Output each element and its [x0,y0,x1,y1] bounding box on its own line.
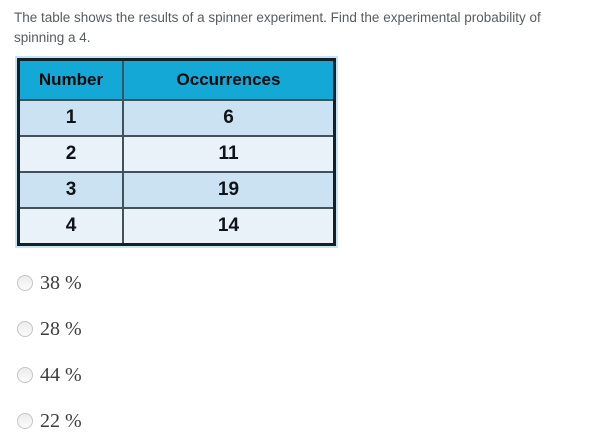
occurrences-cell: 19 [122,171,336,209]
number-cell: 1 [17,99,124,137]
option-label[interactable]: 28 % [40,317,82,340]
occurrences-cell: 6 [122,99,336,137]
number-cell: 2 [17,135,124,173]
table-row: 3 19 [17,171,336,209]
table-row: 4 14 [17,207,336,246]
column-header-number: Number [17,58,124,101]
answer-option-1[interactable]: 38 % [17,260,82,306]
radio-button[interactable] [17,321,33,337]
occurrences-cell: 11 [122,135,336,173]
question-text: The table shows the results of a spinner… [14,10,541,45]
number-cell: 3 [17,171,124,209]
table-row: 2 11 [17,135,336,173]
results-table: Number Occurrences 1 6 2 11 3 19 4 14 [15,56,338,248]
answer-options: 38 % 28 % 44 % 22 % [17,260,82,444]
option-label[interactable]: 22 % [40,409,82,432]
number-cell: 4 [17,207,124,246]
table-header-row: Number Occurrences [17,58,336,101]
answer-option-4[interactable]: 22 % [17,398,82,444]
answer-option-2[interactable]: 28 % [17,306,82,352]
radio-button[interactable] [17,275,33,291]
option-label[interactable]: 38 % [40,271,82,294]
occurrences-cell: 14 [122,207,336,246]
radio-button[interactable] [17,413,33,429]
radio-button[interactable] [17,367,33,383]
column-header-occurrences: Occurrences [122,58,336,101]
option-label[interactable]: 44 % [40,363,82,386]
table-row: 1 6 [17,99,336,137]
answer-option-3[interactable]: 44 % [17,352,82,398]
